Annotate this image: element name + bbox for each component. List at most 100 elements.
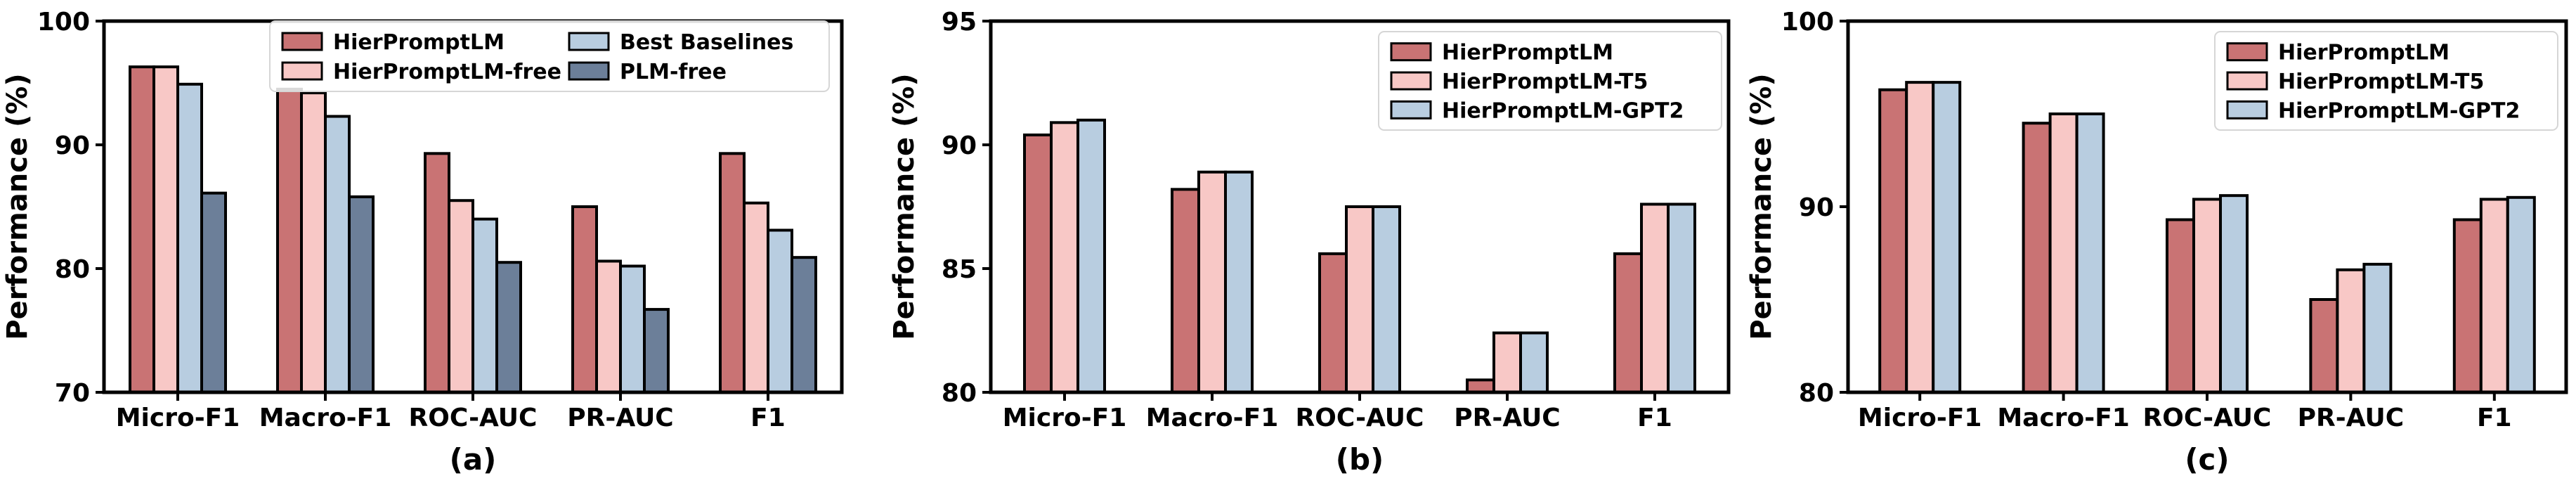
bar-hierpromptlm-gpt2-macro-f1 <box>2075 112 2105 394</box>
bar-hierpromptlm-t5-roc-auc <box>1345 205 1374 394</box>
x-tick-label: PR-AUC <box>1454 404 1560 432</box>
legend-swatch <box>2226 71 2268 91</box>
y-tick-label: 90 <box>942 131 977 160</box>
bar-hierpromptlm-gpt2-roc-auc <box>2219 194 2249 394</box>
x-tick-label: F1 <box>2477 404 2512 432</box>
bar-hierpromptlm-roc-auc <box>1318 252 1348 394</box>
bar-hierpromptlm-free-roc-auc <box>448 199 474 394</box>
legend-label: HierPromptLM-T5 <box>2278 70 2484 94</box>
bar-hierpromptlm-t5-pr-auc <box>2336 268 2366 394</box>
y-tick-label: 95 <box>942 8 977 37</box>
bar-best baselines-micro-f1 <box>176 82 203 394</box>
legend: HierPromptLM HierPromptLM-free Best Baseli… <box>269 20 830 92</box>
legend-label: HierPromptLM-GPT2 <box>2278 98 2520 123</box>
y-tick-label: 100 <box>1781 8 1834 37</box>
legend-swatch <box>281 61 323 81</box>
bar-plm-free-roc-auc <box>495 261 522 394</box>
y-tick-label: 70 <box>55 379 90 408</box>
y-tick-label: 80 <box>55 255 90 284</box>
x-tick-label: PR-AUC <box>567 404 673 432</box>
legend-label: HierPromptLM-GPT2 <box>1442 98 1684 123</box>
bar-hierpromptlm-t5-micro-f1 <box>1905 81 1935 394</box>
bar-hierpromptlm-pr-auc <box>1466 378 1495 394</box>
x-tick-label: Micro-F1 <box>1003 404 1127 432</box>
x-tick-label: Macro-F1 <box>1997 404 2130 432</box>
y-axis-label: Performance (%) <box>888 73 921 340</box>
legend-label: PLM-free <box>620 60 727 84</box>
bar-best baselines-roc-auc <box>471 217 498 394</box>
panel-label: (c) <box>2185 442 2229 477</box>
bar-hierpromptlm-t5-micro-f1 <box>1050 121 1079 394</box>
chart-panel-2: 80 85 90 95 Micro-F1 Macro-F1 ROC-AUC PR-AUC F1 P… <box>888 8 1731 477</box>
x-tick-label: F1 <box>1637 404 1672 432</box>
bar-hierpromptlm-macro-f1 <box>1171 188 1200 394</box>
bar-hierpromptlm-roc-auc <box>424 152 450 394</box>
chart-panel-3: 80 90 100 Micro-F1 Macro-F1 ROC-AUC PR-AUC F1 Pe… <box>1745 8 2568 477</box>
bar-hierpromptlm-free-macro-f1 <box>300 91 327 394</box>
bar-hierpromptlm-t5-macro-f1 <box>2048 112 2079 394</box>
x-tick-label: Macro-F1 <box>259 404 392 432</box>
bar-best baselines-pr-auc <box>619 264 646 394</box>
chart-panel-1: 70 80 90 100 Micro-F1 Macro-F1 ROC-AUC PR-AUC F1… <box>1 8 844 477</box>
bar-hierpromptlm-gpt2-pr-auc <box>2362 262 2393 394</box>
legend: HierPromptLM HierPromptLM-T5 HierPromptLM-… <box>2214 31 2558 131</box>
bar-hierpromptlm-pr-auc <box>2309 298 2339 394</box>
x-tick-label: Micro-F1 <box>1858 404 1982 432</box>
y-tick-label: 85 <box>942 255 977 284</box>
legend-label: HierPromptLM <box>1442 41 1613 65</box>
bar-hierpromptlm-gpt2-f1 <box>1667 202 1696 394</box>
bar-hierpromptlm-free-f1 <box>743 201 769 394</box>
legend-label: Best Baselines <box>620 30 793 55</box>
legend-label: HierPromptLM <box>333 30 505 55</box>
legend-box <box>2214 31 2558 131</box>
legend-swatch <box>1390 42 1432 62</box>
y-axis-label: Performance (%) <box>1 73 34 340</box>
y-tick-label: 90 <box>1799 193 1834 222</box>
bar-hierpromptlm-t5-roc-auc <box>2192 198 2222 394</box>
bar-hierpromptlm-t5-pr-auc <box>1492 331 1522 394</box>
y-tick-label: 80 <box>1799 379 1834 408</box>
x-tick-label: ROC-AUC <box>2143 404 2272 432</box>
bar-hierpromptlm-free-pr-auc <box>595 259 622 394</box>
legend-label: HierPromptLM <box>2278 41 2450 65</box>
bar-best baselines-macro-f1 <box>324 115 351 394</box>
legend-swatch <box>568 32 610 51</box>
bar-hierpromptlm-macro-f1 <box>276 87 303 394</box>
bar-hierpromptlm-gpt2-macro-f1 <box>1224 170 1254 394</box>
y-axis-label: Performance (%) <box>1745 73 1778 340</box>
bar-hierpromptlm-gpt2-roc-auc <box>1372 205 1401 394</box>
bar-best baselines-f1 <box>767 228 793 394</box>
bar-hierpromptlm-t5-f1 <box>2479 198 2509 394</box>
legend-label: HierPromptLM-free <box>333 60 561 84</box>
bar-hierpromptlm-gpt2-f1 <box>2506 195 2536 394</box>
legend-swatch <box>1390 100 1432 120</box>
bar-plm-free-macro-f1 <box>348 195 375 394</box>
bar-hierpromptlm-f1 <box>719 152 746 394</box>
bar-hierpromptlm-micro-f1 <box>1878 88 1908 394</box>
x-tick-label: PR-AUC <box>2298 404 2404 432</box>
legend-box <box>269 20 830 92</box>
bar-hierpromptlm-t5-macro-f1 <box>1197 170 1227 394</box>
bar-hierpromptlm-pr-auc <box>571 205 598 394</box>
y-tick-label: 80 <box>942 379 977 408</box>
bar-hierpromptlm-macro-f1 <box>2022 122 2052 394</box>
legend-label: HierPromptLM-T5 <box>1442 70 1648 94</box>
bar-plm-free-f1 <box>791 256 817 394</box>
bar-hierpromptlm-gpt2-micro-f1 <box>1932 81 1962 394</box>
legend-swatch <box>568 61 610 81</box>
bar-hierpromptlm-free-micro-f1 <box>152 65 179 394</box>
legend-box <box>1378 31 1722 131</box>
bar-plm-free-pr-auc <box>643 308 670 394</box>
bar-hierpromptlm-micro-f1 <box>129 65 155 394</box>
bar-hierpromptlm-gpt2-pr-auc <box>1519 331 1549 394</box>
y-tick-label: 100 <box>37 8 90 37</box>
legend-swatch <box>2226 42 2268 62</box>
legend-swatch <box>281 32 323 51</box>
x-tick-label: F1 <box>750 404 786 432</box>
x-tick-label: Macro-F1 <box>1146 404 1279 432</box>
y-tick-label: 90 <box>55 131 90 160</box>
bar-hierpromptlm-f1 <box>2452 218 2483 394</box>
bar-plm-free-micro-f1 <box>200 191 227 394</box>
bar-hierpromptlm-t5-f1 <box>1640 202 1670 394</box>
